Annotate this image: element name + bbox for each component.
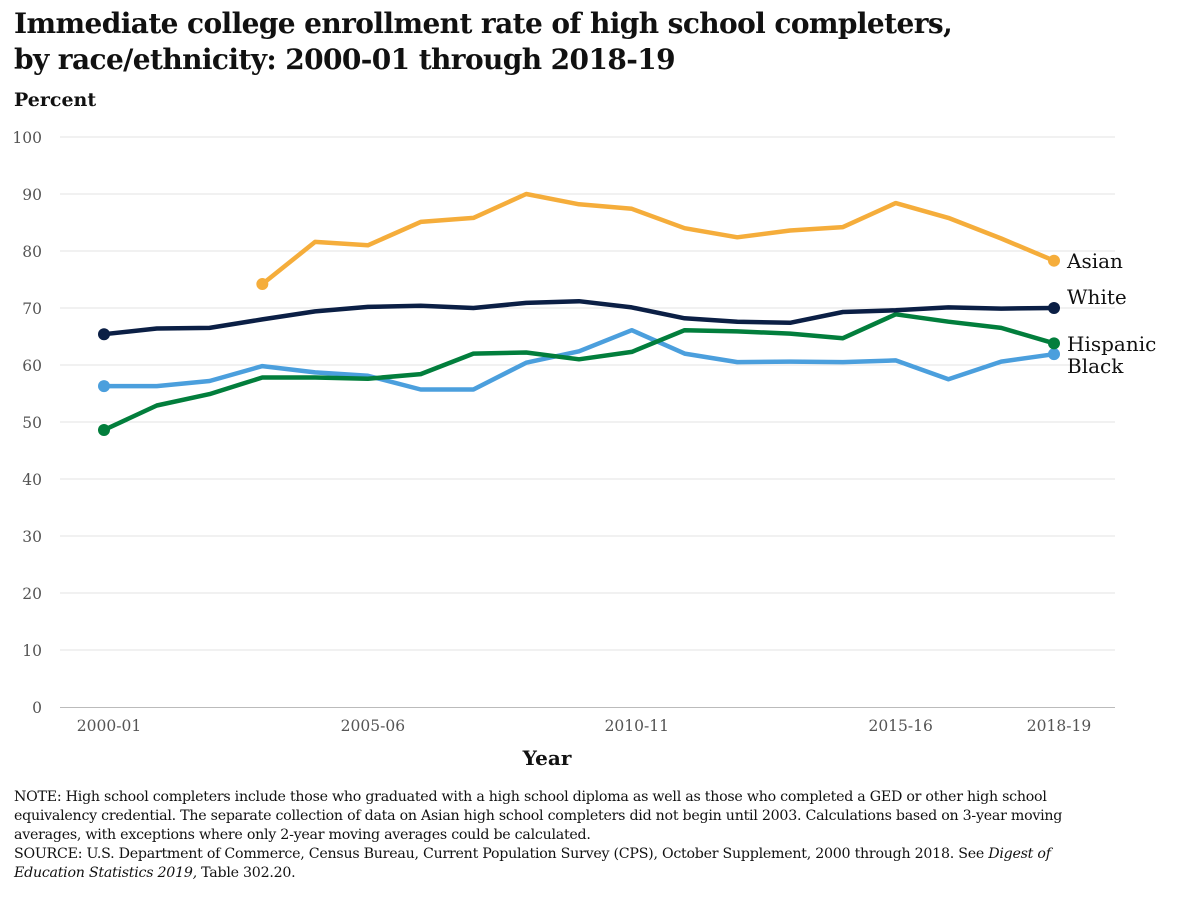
series-end-point-white <box>1048 302 1060 314</box>
source-text: SOURCE: U.S. Department of Commerce, Cen… <box>14 846 989 862</box>
x-tick-label-2000-01: 2000-01 <box>77 717 141 735</box>
y-tick-label-10: 10 <box>22 642 42 660</box>
x-tick-label-2010-11: 2010-11 <box>605 717 669 735</box>
y-tick-label-60: 60 <box>22 357 42 375</box>
x-tick-label-2005-06: 2005-06 <box>341 717 405 735</box>
y-tick-label-90: 90 <box>22 186 42 204</box>
y-tick-label-80: 80 <box>22 243 42 261</box>
y-tick-label-0: 0 <box>32 699 42 717</box>
y-tick-label-20: 20 <box>22 585 42 603</box>
series-label-black: Black <box>1067 354 1124 378</box>
source-publication-part-2: Education Statistics 2019, <box>14 865 197 881</box>
series-end-point-hispanic <box>1048 337 1060 350</box>
y-tick-label-40: 40 <box>22 471 42 489</box>
series-layer <box>98 191 1060 436</box>
y-axis-label: Percent <box>14 89 97 111</box>
series-line-white <box>101 298 1057 337</box>
series-start-point-hispanic <box>98 423 110 436</box>
y-tick-label-50: 50 <box>22 414 42 432</box>
series-end-point-asian <box>1048 254 1060 267</box>
chart-title-line-2: by race/ethnicity: 2000-01 through 2018-… <box>14 43 676 76</box>
x-tick-label-2015-16: 2015-16 <box>868 717 932 735</box>
x-axis-label: Year <box>522 746 572 770</box>
y-tick-label-70: 70 <box>22 300 42 318</box>
series-label-asian: Asian <box>1066 249 1123 273</box>
source-table: Table 302.20. <box>196 865 296 881</box>
y-tick-label-100: 100 <box>12 129 42 147</box>
source-publication-part-1: Digest of <box>988 846 1051 862</box>
axis-layer: 0 10 20 30 40 50 60 70 80 90 100 2000-01 2005-06 2010… <box>12 129 1115 770</box>
series-line-asian <box>260 191 1057 287</box>
chart-title-line-1: Immediate college enrollment rate of hig… <box>14 7 953 40</box>
series-line-hispanic <box>101 312 1057 433</box>
chart-title: Immediate college enrollment rate of hig… <box>14 6 1184 78</box>
series-start-point-asian <box>256 278 269 291</box>
series-label-hispanic: Hispanic <box>1067 332 1156 356</box>
series-end-point-black <box>1048 348 1060 361</box>
source-line-2: Education Statistics 2019, Table 302.20. <box>14 864 1186 883</box>
x-tick-label-2018-19: 2018-19 <box>1027 717 1091 735</box>
y-tick-label-30: 30 <box>22 528 42 546</box>
series-start-point-black <box>98 380 110 393</box>
note-line-1: NOTE: High school completers include tho… <box>14 789 1047 805</box>
note-line-3: averages, with exceptions where only 2-y… <box>14 827 591 843</box>
series-label-white: White <box>1067 285 1127 309</box>
series-line-black <box>101 327 1057 392</box>
note-line-2: equivalency credential. The separate col… <box>14 808 1063 824</box>
footnotes: NOTE: High school completers include tho… <box>14 788 1186 883</box>
source-line-1: SOURCE: U.S. Department of Commerce, Cen… <box>14 845 1186 864</box>
grid-layer <box>60 136 1115 651</box>
series-start-point-white <box>98 328 110 341</box>
